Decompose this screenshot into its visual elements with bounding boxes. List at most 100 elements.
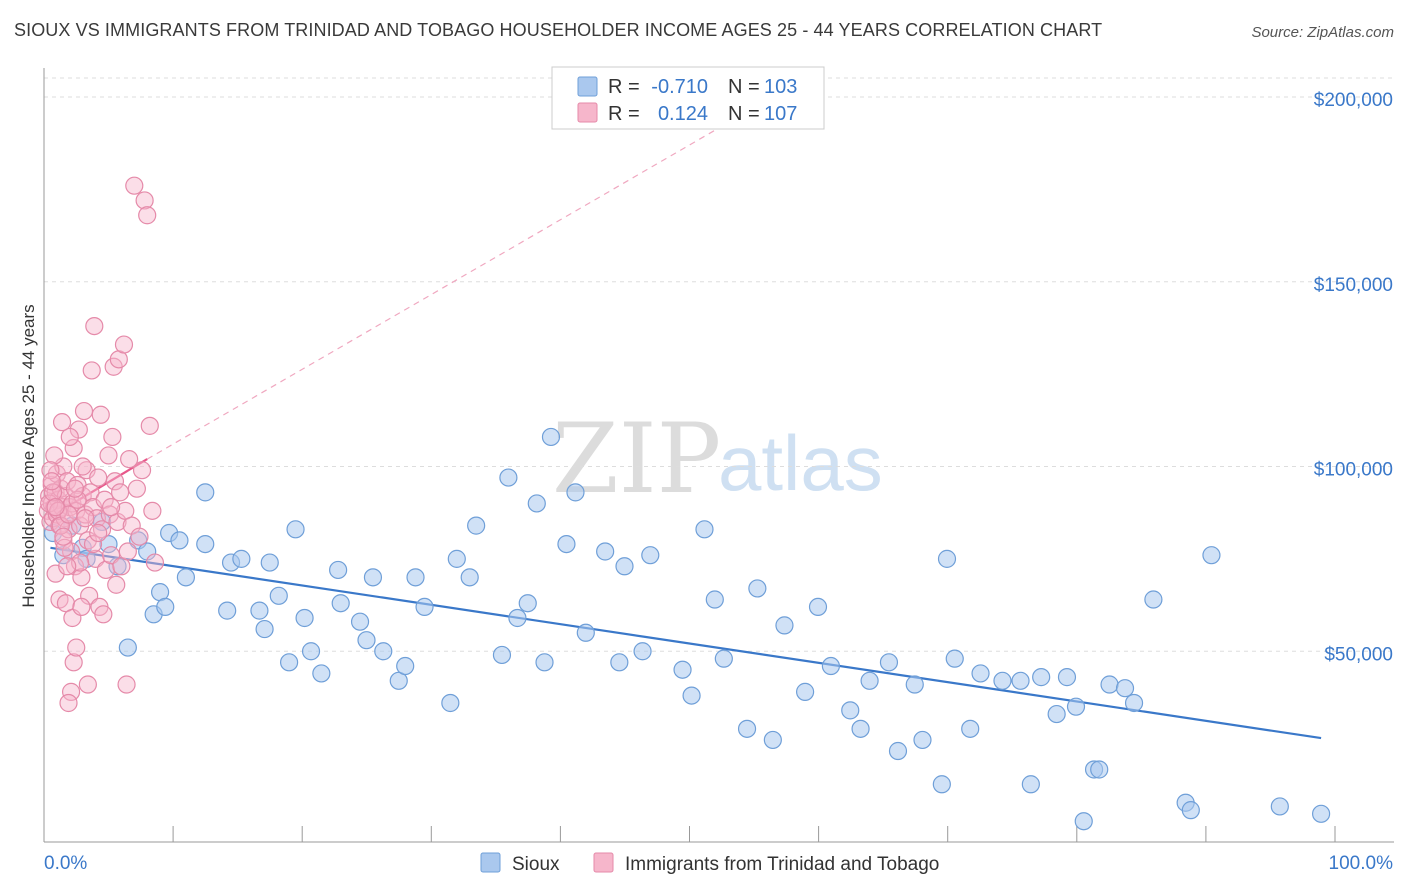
sioux-point-77 bbox=[905, 675, 924, 694]
sioux-point-78 bbox=[913, 730, 932, 750]
sioux-point-42 bbox=[447, 549, 466, 568]
trinidad-point-73 bbox=[143, 501, 162, 520]
sioux-point-29 bbox=[301, 642, 321, 661]
trinidad-point-104 bbox=[58, 557, 77, 576]
sioux-point-21 bbox=[232, 549, 251, 568]
trinidad-point-23 bbox=[64, 438, 83, 458]
trinidad-point-63 bbox=[118, 542, 137, 561]
sioux-point-74 bbox=[860, 671, 879, 690]
trinidad-point-49 bbox=[99, 446, 118, 465]
sioux-point-59 bbox=[641, 546, 660, 565]
trinidad-point-67 bbox=[127, 479, 146, 498]
sioux-point-44 bbox=[467, 516, 486, 535]
series-legend: Sioux Immigrants from Trinidad and Tobag… bbox=[480, 852, 939, 875]
sioux-point-69 bbox=[795, 682, 815, 701]
trinidad-point-55 bbox=[107, 575, 126, 594]
trinidad-point-40 bbox=[86, 549, 105, 568]
y-tick-label-150000: $150,000 bbox=[1314, 275, 1393, 296]
sioux-point-53 bbox=[566, 483, 585, 502]
sioux-point-87 bbox=[1032, 668, 1051, 687]
sioux-point-81 bbox=[945, 649, 964, 668]
sioux-point-76 bbox=[888, 741, 908, 761]
sioux-point-33 bbox=[350, 612, 370, 631]
sioux-point-31 bbox=[329, 560, 348, 580]
sioux-point-47 bbox=[508, 608, 527, 628]
sioux-point-88 bbox=[1047, 704, 1066, 724]
sioux-point-96 bbox=[1124, 693, 1144, 713]
bottom-legend-label-trinidad: Immigrants from Trinidad and Tobago bbox=[625, 854, 939, 875]
y-tick-label-100000: $100,000 bbox=[1314, 460, 1393, 481]
sioux-point-45 bbox=[492, 645, 512, 665]
sioux-point-15 bbox=[170, 531, 189, 550]
sioux-point-17 bbox=[196, 534, 215, 554]
sioux-point-91 bbox=[1074, 812, 1093, 831]
legend-swatch-trinidad bbox=[577, 102, 598, 123]
sioux-point-8 bbox=[118, 638, 137, 657]
sioux-point-13 bbox=[156, 597, 175, 617]
stats-legend: R = -0.710 N = 103 R = 0.124 N = 107 bbox=[551, 66, 825, 130]
trinidad-point-103 bbox=[73, 457, 92, 476]
sioux-point-75 bbox=[879, 653, 899, 672]
sioux-point-73 bbox=[851, 719, 870, 738]
y-tick-label-200000: $200,000 bbox=[1314, 90, 1393, 111]
trinidad-point-70 bbox=[135, 191, 154, 210]
sioux-point-56 bbox=[610, 653, 629, 672]
sioux-point-52 bbox=[557, 534, 576, 554]
sioux-point-7 bbox=[108, 557, 127, 576]
sioux-point-43 bbox=[460, 568, 479, 587]
sioux-point-95 bbox=[1115, 679, 1135, 698]
x-tick-label-max: 100.0% bbox=[1329, 853, 1394, 874]
legend-r-label-1: R = bbox=[608, 76, 640, 98]
legend-r-value-1: -0.710 bbox=[651, 76, 708, 98]
trinidad-point-69 bbox=[132, 461, 152, 480]
sioux-point-36 bbox=[374, 642, 393, 661]
trinidad-point-95 bbox=[68, 490, 87, 509]
sioux-point-66 bbox=[748, 579, 767, 598]
sioux-point-58 bbox=[633, 642, 652, 661]
bottom-legend-swatch-sioux bbox=[480, 852, 501, 873]
sioux-point-24 bbox=[260, 553, 279, 572]
trend-line-sioux bbox=[50, 546, 1322, 740]
sioux-point-65 bbox=[737, 719, 757, 738]
sioux-point-57 bbox=[615, 557, 634, 576]
trinidad-point-62 bbox=[117, 675, 136, 694]
trinidad-point-60 bbox=[114, 335, 134, 354]
sioux-point-0 bbox=[43, 523, 63, 543]
sioux-point-38 bbox=[396, 656, 415, 676]
trinidad-point-74 bbox=[145, 553, 165, 572]
trinidad-point-42 bbox=[89, 468, 108, 487]
trinidad-point-77 bbox=[61, 682, 81, 701]
trinidad-point-71 bbox=[138, 206, 157, 225]
trinidad-point-78 bbox=[59, 693, 78, 713]
trinidad-point-66 bbox=[125, 176, 144, 195]
sioux-point-27 bbox=[286, 520, 305, 539]
sioux-point-40 bbox=[415, 597, 434, 617]
sioux-point-82 bbox=[961, 719, 980, 738]
sioux-point-70 bbox=[808, 597, 828, 617]
sioux-point-19 bbox=[218, 601, 237, 620]
sioux-point-55 bbox=[596, 542, 615, 561]
sioux-point-85 bbox=[1011, 671, 1030, 690]
sioux-point-62 bbox=[695, 520, 714, 539]
trinidad-point-52 bbox=[103, 427, 122, 447]
trinidad-point-84 bbox=[83, 534, 103, 554]
legend-n-label-1: N = bbox=[728, 76, 760, 98]
sioux-point-41 bbox=[441, 693, 460, 713]
sioux-point-26 bbox=[280, 653, 299, 672]
axes bbox=[43, 68, 1394, 843]
sioux-point-25 bbox=[269, 586, 288, 605]
sioux-point-30 bbox=[312, 664, 331, 683]
sioux-point-35 bbox=[363, 568, 383, 587]
sioux-point-90 bbox=[1066, 697, 1086, 716]
sioux-point-16 bbox=[176, 568, 195, 587]
sioux-point-79 bbox=[932, 775, 951, 794]
sioux-point-94 bbox=[1100, 675, 1119, 694]
trend-line-trinidad-extension bbox=[146, 122, 729, 460]
sioux-point-80 bbox=[937, 549, 957, 568]
trinidad-point-46 bbox=[94, 605, 113, 624]
sioux-point-61 bbox=[682, 686, 701, 705]
y-tick-label-50000: $50,000 bbox=[1324, 644, 1393, 665]
sioux-point-32 bbox=[331, 594, 350, 613]
sioux-point-22 bbox=[250, 601, 269, 620]
sioux-point-67 bbox=[763, 730, 782, 750]
